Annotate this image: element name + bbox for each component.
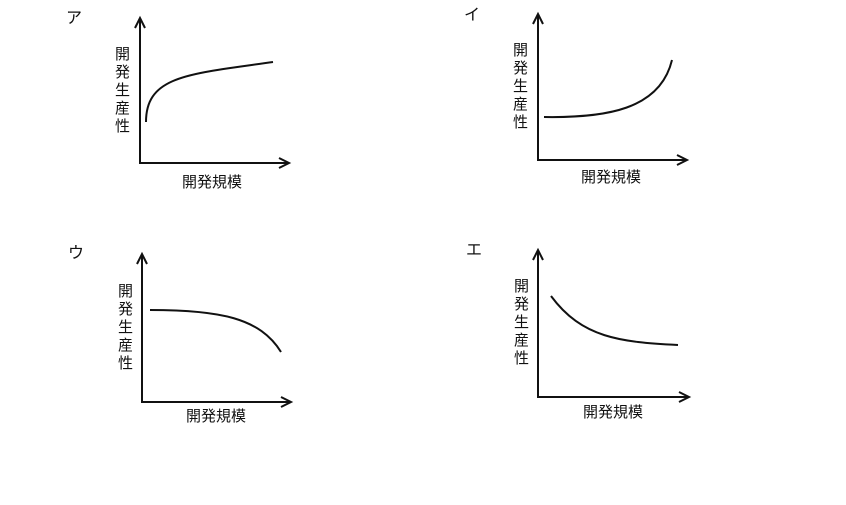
curve — [149, 309, 282, 353]
curve — [145, 61, 274, 123]
curve — [543, 59, 673, 119]
panel-u — [136, 251, 294, 408]
curve — [550, 295, 679, 346]
panel-label: ウ — [68, 243, 85, 262]
x-axis-label: 開発規模 — [582, 403, 644, 421]
panel-a — [134, 15, 292, 169]
arrow — [676, 154, 690, 166]
axes — [139, 20, 288, 164]
axes — [537, 252, 688, 398]
arrow — [136, 251, 148, 265]
arrow — [532, 247, 544, 261]
arrow — [134, 15, 146, 29]
arrow — [280, 396, 294, 408]
y-axis-label: 開発生産性 — [511, 42, 529, 132]
y-axis-label: 開発生産性 — [512, 278, 530, 368]
x-axis-label: 開発規模 — [185, 407, 247, 425]
arrow — [278, 157, 292, 169]
panel-label: エ — [466, 240, 483, 259]
arrow — [532, 11, 544, 25]
axes — [537, 16, 686, 161]
y-axis-label: 開発生産性 — [113, 46, 131, 136]
panel-e — [532, 247, 692, 403]
axes — [141, 256, 290, 403]
arrow — [678, 391, 692, 403]
x-axis-label: 開発規模 — [181, 173, 243, 191]
panel-label: イ — [464, 5, 481, 24]
x-axis-label: 開発規模 — [580, 168, 642, 186]
panel-i — [532, 11, 690, 166]
y-axis-label: 開発生産性 — [116, 283, 134, 373]
panel-label: ア — [66, 8, 83, 27]
